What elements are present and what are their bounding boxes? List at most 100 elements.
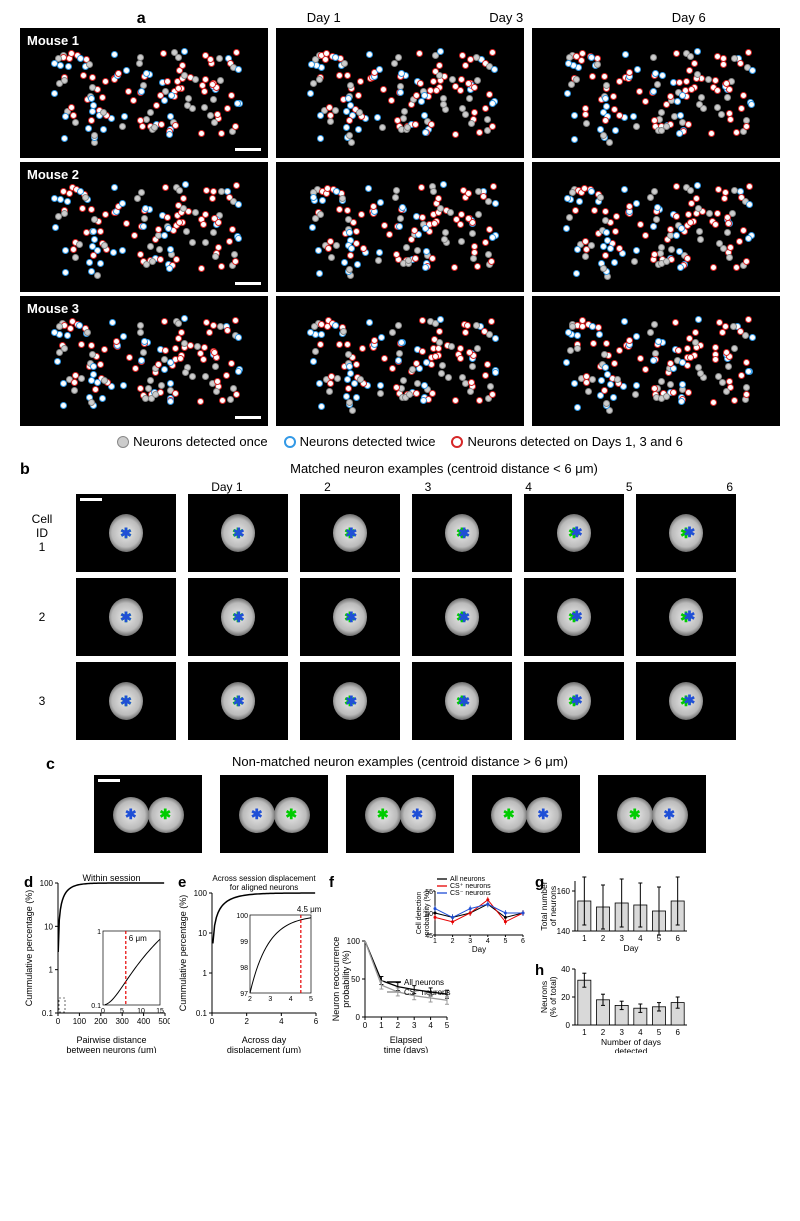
scalebar bbox=[80, 498, 102, 501]
svg-text:4: 4 bbox=[486, 938, 490, 945]
svg-text:1: 1 bbox=[49, 966, 54, 975]
svg-text:Cummulative percentage (%): Cummulative percentage (%) bbox=[178, 895, 188, 1012]
legend-once: Neurons detected once bbox=[133, 434, 267, 449]
matched-neuron-thumb: ✱✱ bbox=[76, 494, 176, 572]
centroid-cur-star: ✱ bbox=[346, 526, 358, 540]
panel-b-label: b bbox=[20, 461, 48, 480]
svg-text:4: 4 bbox=[428, 1021, 433, 1030]
svg-text:1: 1 bbox=[582, 934, 587, 943]
svg-text:CS⁻ neurons: CS⁻ neurons bbox=[404, 988, 450, 997]
mouse-label: Mouse 2 bbox=[27, 167, 79, 182]
scalebar bbox=[235, 416, 261, 419]
svg-text:40: 40 bbox=[561, 965, 570, 974]
svg-text:Across session displacement: Across session displacement bbox=[212, 874, 316, 883]
svg-text:10: 10 bbox=[137, 1008, 145, 1015]
svg-text:0.1: 0.1 bbox=[196, 1009, 208, 1018]
svg-text:3: 3 bbox=[268, 996, 272, 1003]
centroid-ref-star: ✱ bbox=[159, 807, 171, 821]
svg-text:97: 97 bbox=[240, 991, 248, 998]
svg-text:time (days): time (days) bbox=[384, 1045, 429, 1053]
neuron-field: Mouse 3 bbox=[20, 296, 268, 426]
centroid-cur-star: ✱ bbox=[571, 609, 583, 623]
svg-text:Cummulative percentage (%): Cummulative percentage (%) bbox=[24, 890, 34, 1007]
panel-c-title: Non-matched neuron examples (centroid di… bbox=[80, 754, 720, 769]
svg-text:500: 500 bbox=[158, 1017, 170, 1026]
panel-c: c Non-matched neuron examples (centroid … bbox=[20, 754, 780, 853]
svg-text:0: 0 bbox=[56, 1017, 61, 1026]
svg-text:Day: Day bbox=[472, 945, 486, 954]
svg-text:0.1: 0.1 bbox=[91, 1003, 101, 1010]
col-header-day3: Day 3 bbox=[415, 10, 598, 28]
svg-text:4: 4 bbox=[289, 996, 293, 1003]
svg-text:100: 100 bbox=[40, 879, 54, 888]
svg-text:50: 50 bbox=[351, 975, 360, 984]
matched-neuron-thumb: ✱✱ bbox=[636, 662, 736, 740]
panel-b: b Matched neuron examples (centroid dist… bbox=[20, 461, 780, 740]
svg-text:6: 6 bbox=[521, 938, 525, 945]
svg-text:2: 2 bbox=[601, 1028, 606, 1037]
svg-text:6: 6 bbox=[314, 1017, 319, 1026]
svg-text:3: 3 bbox=[412, 1021, 417, 1030]
svg-text:f: f bbox=[329, 874, 335, 891]
scalebar bbox=[235, 282, 261, 285]
matched-neuron-thumb: ✱✱ bbox=[412, 578, 512, 656]
neuron-field bbox=[276, 296, 524, 426]
matched-neuron-thumb: ✱✱ bbox=[636, 494, 736, 572]
matched-neuron-thumb: ✱✱ bbox=[524, 494, 624, 572]
svg-text:0: 0 bbox=[210, 1017, 215, 1026]
svg-text:300: 300 bbox=[116, 1017, 130, 1026]
matched-neuron-thumb: ✱✱ bbox=[524, 578, 624, 656]
cell-id: CellID1 bbox=[20, 512, 64, 554]
svg-text:200: 200 bbox=[94, 1017, 108, 1026]
panel-f: f050100012345All neuronsCS⁻ neuronsElaps… bbox=[327, 873, 527, 1053]
panel-b-title: Matched neuron examples (centroid distan… bbox=[108, 461, 780, 476]
panel-g: g140160123456DayTotal numberof neurons bbox=[533, 873, 693, 959]
nonmatched-neuron-thumb: ✱✱ bbox=[472, 775, 580, 853]
matched-neuron-thumb: ✱✱ bbox=[188, 578, 288, 656]
centroid-cur-star: ✱ bbox=[120, 610, 132, 624]
centroid-cur-star: ✱ bbox=[684, 693, 696, 707]
svg-text:1: 1 bbox=[433, 938, 437, 945]
svg-text:1: 1 bbox=[97, 929, 101, 936]
matched-neuron-thumb: ✱✱ bbox=[300, 494, 400, 572]
bottom-panels: dWithin session0.11101000100200300400500… bbox=[20, 873, 780, 1053]
legend-twice: Neurons detected twice bbox=[300, 434, 436, 449]
svg-text:1: 1 bbox=[582, 1028, 587, 1037]
matched-neuron-thumb: ✱✱ bbox=[76, 662, 176, 740]
panel-a-label: a bbox=[137, 10, 146, 27]
svg-text:15: 15 bbox=[156, 1008, 164, 1015]
centroid-cur-star: ✱ bbox=[571, 525, 583, 539]
matched-neuron-thumb: ✱✱ bbox=[300, 578, 400, 656]
svg-text:Pairwise distance: Pairwise distance bbox=[76, 1035, 146, 1045]
svg-text:Cell detectionprobability (%): Cell detectionprobability (%) bbox=[416, 891, 431, 936]
panel-a: a Day 1 Day 3 Day 6 Mouse 1Mouse 2Mouse … bbox=[20, 10, 780, 449]
svg-text:between neurons (μm): between neurons (μm) bbox=[66, 1045, 156, 1053]
day-header: 2 bbox=[277, 480, 378, 494]
panel-h: h02040123456Number of daysdetectedNeuron… bbox=[533, 961, 693, 1053]
nonmatched-neuron-thumb: ✱✱ bbox=[598, 775, 706, 853]
panel-b-row: 3✱✱✱✱✱✱✱✱✱✱✱✱ bbox=[20, 662, 780, 740]
svg-text:All neurons: All neurons bbox=[450, 876, 486, 883]
legend-all: Neurons detected on Days 1, 3 and 6 bbox=[467, 434, 682, 449]
svg-text:6: 6 bbox=[675, 934, 680, 943]
svg-text:2: 2 bbox=[248, 996, 252, 1003]
matched-neuron-thumb: ✱✱ bbox=[636, 578, 736, 656]
svg-text:Neurons(% of total): Neurons(% of total) bbox=[539, 976, 558, 1017]
svg-text:4: 4 bbox=[638, 934, 643, 943]
svg-text:2: 2 bbox=[244, 1017, 249, 1026]
centroid-cur-star: ✱ bbox=[233, 526, 245, 540]
nonmatched-neuron-thumb: ✱✱ bbox=[220, 775, 328, 853]
svg-text:All neurons: All neurons bbox=[404, 978, 444, 987]
svg-text:Across day: Across day bbox=[242, 1035, 287, 1045]
svg-text:4.5 μm: 4.5 μm bbox=[297, 905, 321, 914]
svg-text:99: 99 bbox=[240, 939, 248, 946]
centroid-cur-star: ✱ bbox=[411, 807, 423, 821]
centroid-cur-star: ✱ bbox=[120, 526, 132, 540]
svg-text:100: 100 bbox=[194, 889, 208, 898]
svg-text:98: 98 bbox=[240, 965, 248, 972]
centroid-cur-star: ✱ bbox=[233, 610, 245, 624]
svg-text:6: 6 bbox=[675, 1028, 680, 1037]
centroid-cur-star: ✱ bbox=[663, 807, 675, 821]
day-header: 3 bbox=[378, 480, 479, 494]
svg-text:10: 10 bbox=[44, 922, 53, 931]
